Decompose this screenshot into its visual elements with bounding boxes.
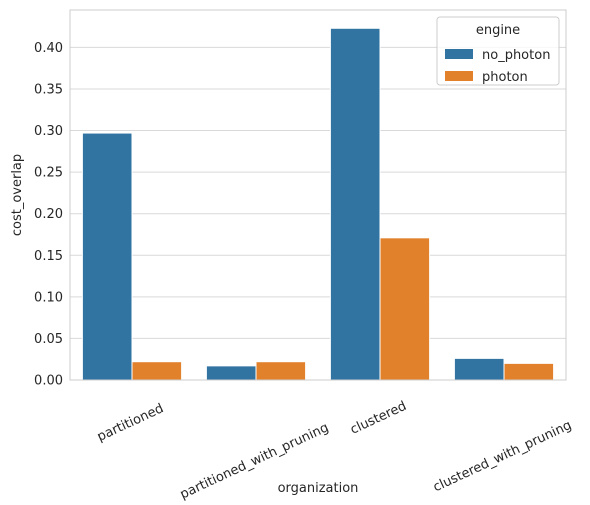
bars <box>81 27 555 381</box>
bar-no_photon-partitioned_with_pruning <box>205 365 257 381</box>
bar-photon-clustered <box>379 237 431 381</box>
legend-box <box>436 16 560 86</box>
bar-photon-clustered_with_pruning <box>503 362 555 381</box>
y-axis-label: cost_overlap <box>10 154 25 236</box>
legend-swatch-no_photon <box>445 49 473 59</box>
y-tick-label: 0.10 <box>34 290 63 305</box>
legend-label-no_photon: no_photon <box>482 48 550 63</box>
legend-title: engine <box>476 23 520 38</box>
y-tick-label: 0.05 <box>34 332 63 347</box>
plot-frame <box>69 9 567 381</box>
y-tick-label: 0.30 <box>34 124 63 139</box>
y-tick-label: 0.00 <box>34 374 63 389</box>
y-tick-label: 0.25 <box>34 166 63 181</box>
y-tick-label: 0.15 <box>34 249 63 264</box>
x-tick-label: partitioned <box>95 401 166 445</box>
x-tick-label: clustered_with_pruning <box>431 418 574 495</box>
bar-no_photon-clustered_with_pruning <box>453 357 505 381</box>
legend-swatch-photon <box>445 71 473 81</box>
y-axis-ticks: 0.00 0.05 0.10 0.15 0.20 0.25 0.30 0.35 0.40 <box>34 41 63 389</box>
y-tick-label: 0.35 <box>34 82 63 97</box>
bar-photon-partitioned <box>131 361 183 381</box>
grid-lines <box>70 46 566 381</box>
legend-label-photon: photon <box>482 70 528 85</box>
x-axis-label: organization <box>278 481 359 496</box>
bar-no_photon-clustered <box>329 27 381 381</box>
y-tick-label: 0.20 <box>34 207 63 222</box>
y-tick-label: 0.40 <box>34 41 63 56</box>
bar-no_photon-partitioned <box>81 132 133 381</box>
bar-photon-partitioned_with_pruning <box>255 361 307 381</box>
x-tick-label: clustered <box>348 399 409 438</box>
